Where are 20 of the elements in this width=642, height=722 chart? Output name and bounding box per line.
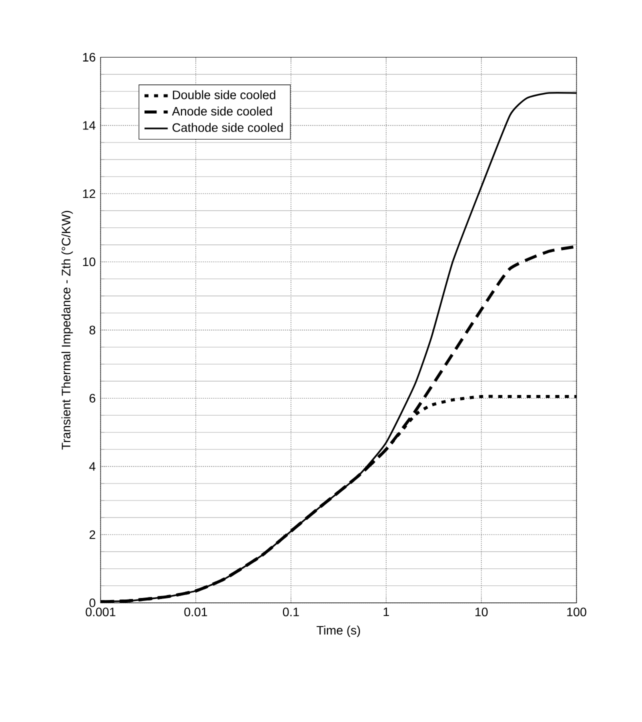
y-tick-label: 10 — [82, 258, 96, 266]
x-tick-label: 100 — [567, 608, 586, 616]
y-axis-title: Transient Thermal Impedance - Zth (°C/KW) — [61, 210, 73, 450]
x-axis-title: Time (s) — [316, 626, 360, 638]
y-tick-label: 12 — [82, 189, 96, 198]
legend-label: Anode side cooled — [172, 106, 272, 116]
y-tick-label: 2 — [89, 530, 96, 539]
y-tick-label: 16 — [82, 52, 96, 62]
y-tick-label: 6 — [89, 394, 96, 403]
x-tick-label: 10 — [475, 608, 488, 616]
x-tick-label: 0.001 — [86, 608, 116, 616]
y-tick-label: 0 — [89, 598, 96, 608]
y-tick-label: 14 — [82, 121, 96, 130]
x-tick-label: 0.01 — [184, 608, 207, 616]
x-tick-label: 1 — [384, 608, 389, 616]
y-tick-label: 8 — [89, 326, 96, 334]
legend-label: Double side cooled — [172, 90, 276, 100]
x-tick-label: 0.1 — [282, 608, 299, 616]
legend-label: Cathode side cooled — [172, 122, 283, 132]
y-tick-label: 4 — [89, 462, 96, 471]
